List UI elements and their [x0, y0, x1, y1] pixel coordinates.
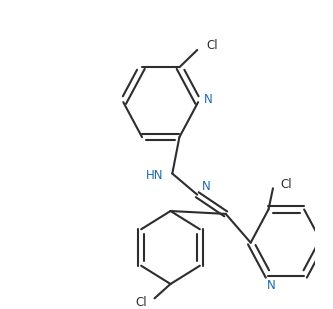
Text: HN: HN	[146, 169, 164, 182]
Text: Cl: Cl	[280, 178, 292, 191]
Text: N: N	[267, 279, 275, 292]
Text: Cl: Cl	[136, 296, 147, 309]
Text: N: N	[202, 180, 210, 193]
Text: Cl: Cl	[206, 39, 218, 52]
Text: N: N	[203, 93, 212, 106]
